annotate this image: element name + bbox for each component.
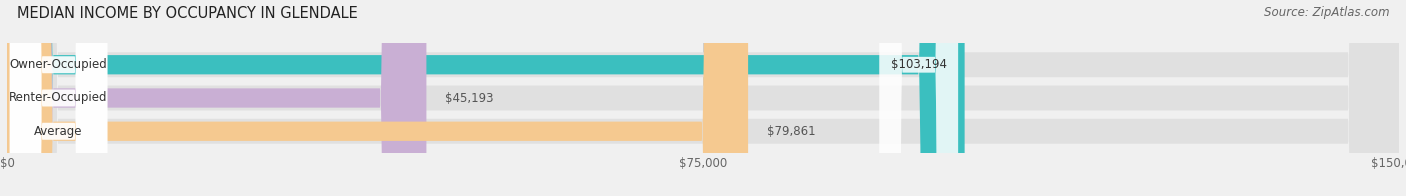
Text: Owner-Occupied: Owner-Occupied (10, 58, 107, 71)
FancyBboxPatch shape (7, 0, 748, 196)
FancyBboxPatch shape (7, 0, 426, 196)
Text: $103,194: $103,194 (890, 58, 946, 71)
FancyBboxPatch shape (7, 0, 1399, 196)
Text: $45,193: $45,193 (444, 92, 494, 104)
Text: $79,861: $79,861 (766, 125, 815, 138)
FancyBboxPatch shape (7, 0, 1399, 196)
Text: Source: ZipAtlas.com: Source: ZipAtlas.com (1264, 6, 1389, 19)
Text: Average: Average (34, 125, 83, 138)
FancyBboxPatch shape (879, 0, 957, 196)
FancyBboxPatch shape (10, 0, 107, 196)
Text: MEDIAN INCOME BY OCCUPANCY IN GLENDALE: MEDIAN INCOME BY OCCUPANCY IN GLENDALE (17, 6, 357, 21)
FancyBboxPatch shape (7, 0, 1399, 196)
FancyBboxPatch shape (7, 0, 965, 196)
Text: Renter-Occupied: Renter-Occupied (10, 92, 108, 104)
FancyBboxPatch shape (10, 0, 107, 196)
FancyBboxPatch shape (10, 0, 107, 196)
